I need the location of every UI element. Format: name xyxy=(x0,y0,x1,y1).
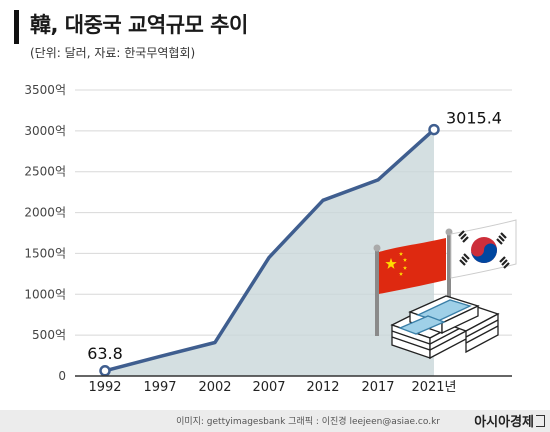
x-tick-label: 2012 xyxy=(306,380,339,395)
money-stack-icon xyxy=(390,295,500,360)
data-point-marker xyxy=(428,123,440,136)
brand-mark-icon xyxy=(536,415,545,427)
footer-bar: 이미지: gettyimagesbank 그래픽 : 이진경 leejeen@a… xyxy=(0,410,550,432)
data-labels: 63.8 3015.4 xyxy=(87,109,502,363)
y-tick-label: 0 xyxy=(58,369,66,383)
footer-credit: 이미지: gettyimagesbank 그래픽 : 이진경 leejeen@a… xyxy=(176,417,440,427)
x-tick-label: 1997 xyxy=(143,380,176,395)
y-tick-label: 2500억 xyxy=(24,165,66,179)
y-tick-label: 1500억 xyxy=(24,246,66,260)
y-tick-label: 500억 xyxy=(32,328,66,342)
x-tick-label: 1992 xyxy=(88,380,121,395)
data-point-marker xyxy=(99,365,111,377)
trade-volume-line xyxy=(104,128,436,373)
x-axis-ticks: 1992 1997 2002 2007 2012 2017 2021년 xyxy=(88,380,456,395)
data-label-last: 3015.4 xyxy=(446,109,502,128)
x-tick-label: 2017 xyxy=(361,380,394,395)
x-tick-label: 2021년 xyxy=(411,380,456,395)
brand-logo: 아시아경제 xyxy=(474,415,534,430)
flags-money-illustration xyxy=(373,219,517,360)
data-label-first: 63.8 xyxy=(87,344,123,363)
page-subtitle: (단위: 달러, 자료: 한국무역협회) xyxy=(30,46,196,60)
y-tick-label: 2000억 xyxy=(24,206,66,220)
page-title: 韓, 대중국 교역규모 추이 xyxy=(30,13,248,37)
x-tick-label: 2002 xyxy=(198,380,231,395)
china-flag-icon xyxy=(373,238,446,336)
x-tick-label: 2007 xyxy=(252,380,285,395)
y-axis-ticks: 0 500억 1000억 1500억 2000억 2500억 3000억 3500억 xyxy=(24,83,66,383)
y-tick-label: 3500억 xyxy=(24,83,66,97)
trade-volume-chart: 0 500억 1000억 1500억 2000억 2500억 3000억 3500억 xyxy=(24,83,517,395)
y-tick-label: 1000억 xyxy=(24,287,66,301)
y-tick-label: 3000억 xyxy=(24,124,66,138)
title-accent-bar xyxy=(14,10,19,44)
korea-flag-icon xyxy=(445,219,517,330)
